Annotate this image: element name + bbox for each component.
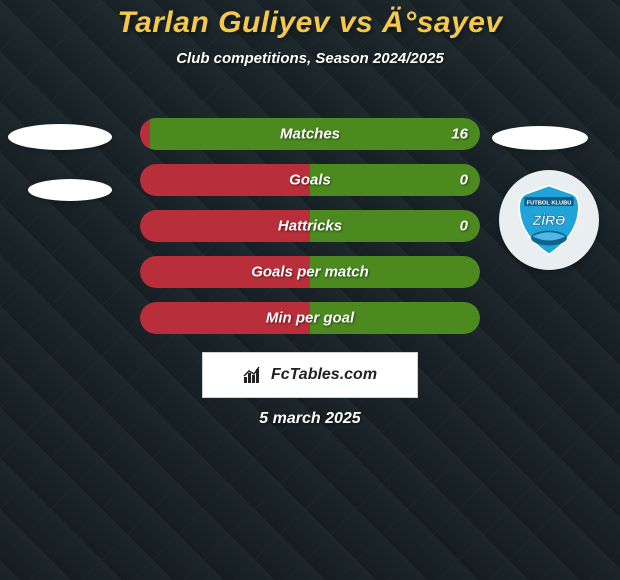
stat-value-right: 0 xyxy=(460,218,468,235)
right-player-avatar-placeholder xyxy=(492,126,588,150)
date-text: 5 march 2025 xyxy=(259,410,360,428)
stat-bar-left xyxy=(140,118,150,150)
stat-label: Matches xyxy=(280,126,340,143)
stat-bar-right xyxy=(310,164,480,196)
stat-row: Goals 0 xyxy=(140,164,480,196)
stat-label: Goals xyxy=(289,172,331,189)
left-player-avatar-placeholder xyxy=(8,124,112,150)
page-title: Tarlan Guliyev vs Ä°sayev xyxy=(0,0,620,40)
subtitle: Club competitions, Season 2024/2025 xyxy=(0,50,620,67)
stat-value-right: 16 xyxy=(451,126,468,143)
stat-rows: Matches 16 Goals 0 Hattricks 0 Goals per match… xyxy=(140,118,480,348)
stat-row: Goals per match xyxy=(140,256,480,288)
stat-label: Min per goal xyxy=(266,310,354,327)
svg-text:FUTBOL KLUBU: FUTBOL KLUBU xyxy=(527,200,572,206)
stat-bar-left xyxy=(140,164,310,196)
stat-label: Goals per match xyxy=(251,264,369,281)
left-player-club-placeholder xyxy=(28,179,112,201)
stat-label: Hattricks xyxy=(278,218,342,235)
attribution-text: FcTables.com xyxy=(271,366,377,384)
right-player-club-badge: FUTBOL KLUBU ZİRƏ xyxy=(499,170,599,270)
bar-chart-icon xyxy=(243,365,265,385)
stat-row: Hattricks 0 xyxy=(140,210,480,242)
svg-text:ZİRƏ: ZİRƏ xyxy=(532,212,566,228)
attribution-badge[interactable]: FcTables.com xyxy=(202,352,418,398)
stat-row: Matches 16 xyxy=(140,118,480,150)
stat-row: Min per goal xyxy=(140,302,480,334)
zira-club-icon: FUTBOL KLUBU ZİRƏ xyxy=(508,179,590,261)
stat-value-right: 0 xyxy=(460,172,468,189)
